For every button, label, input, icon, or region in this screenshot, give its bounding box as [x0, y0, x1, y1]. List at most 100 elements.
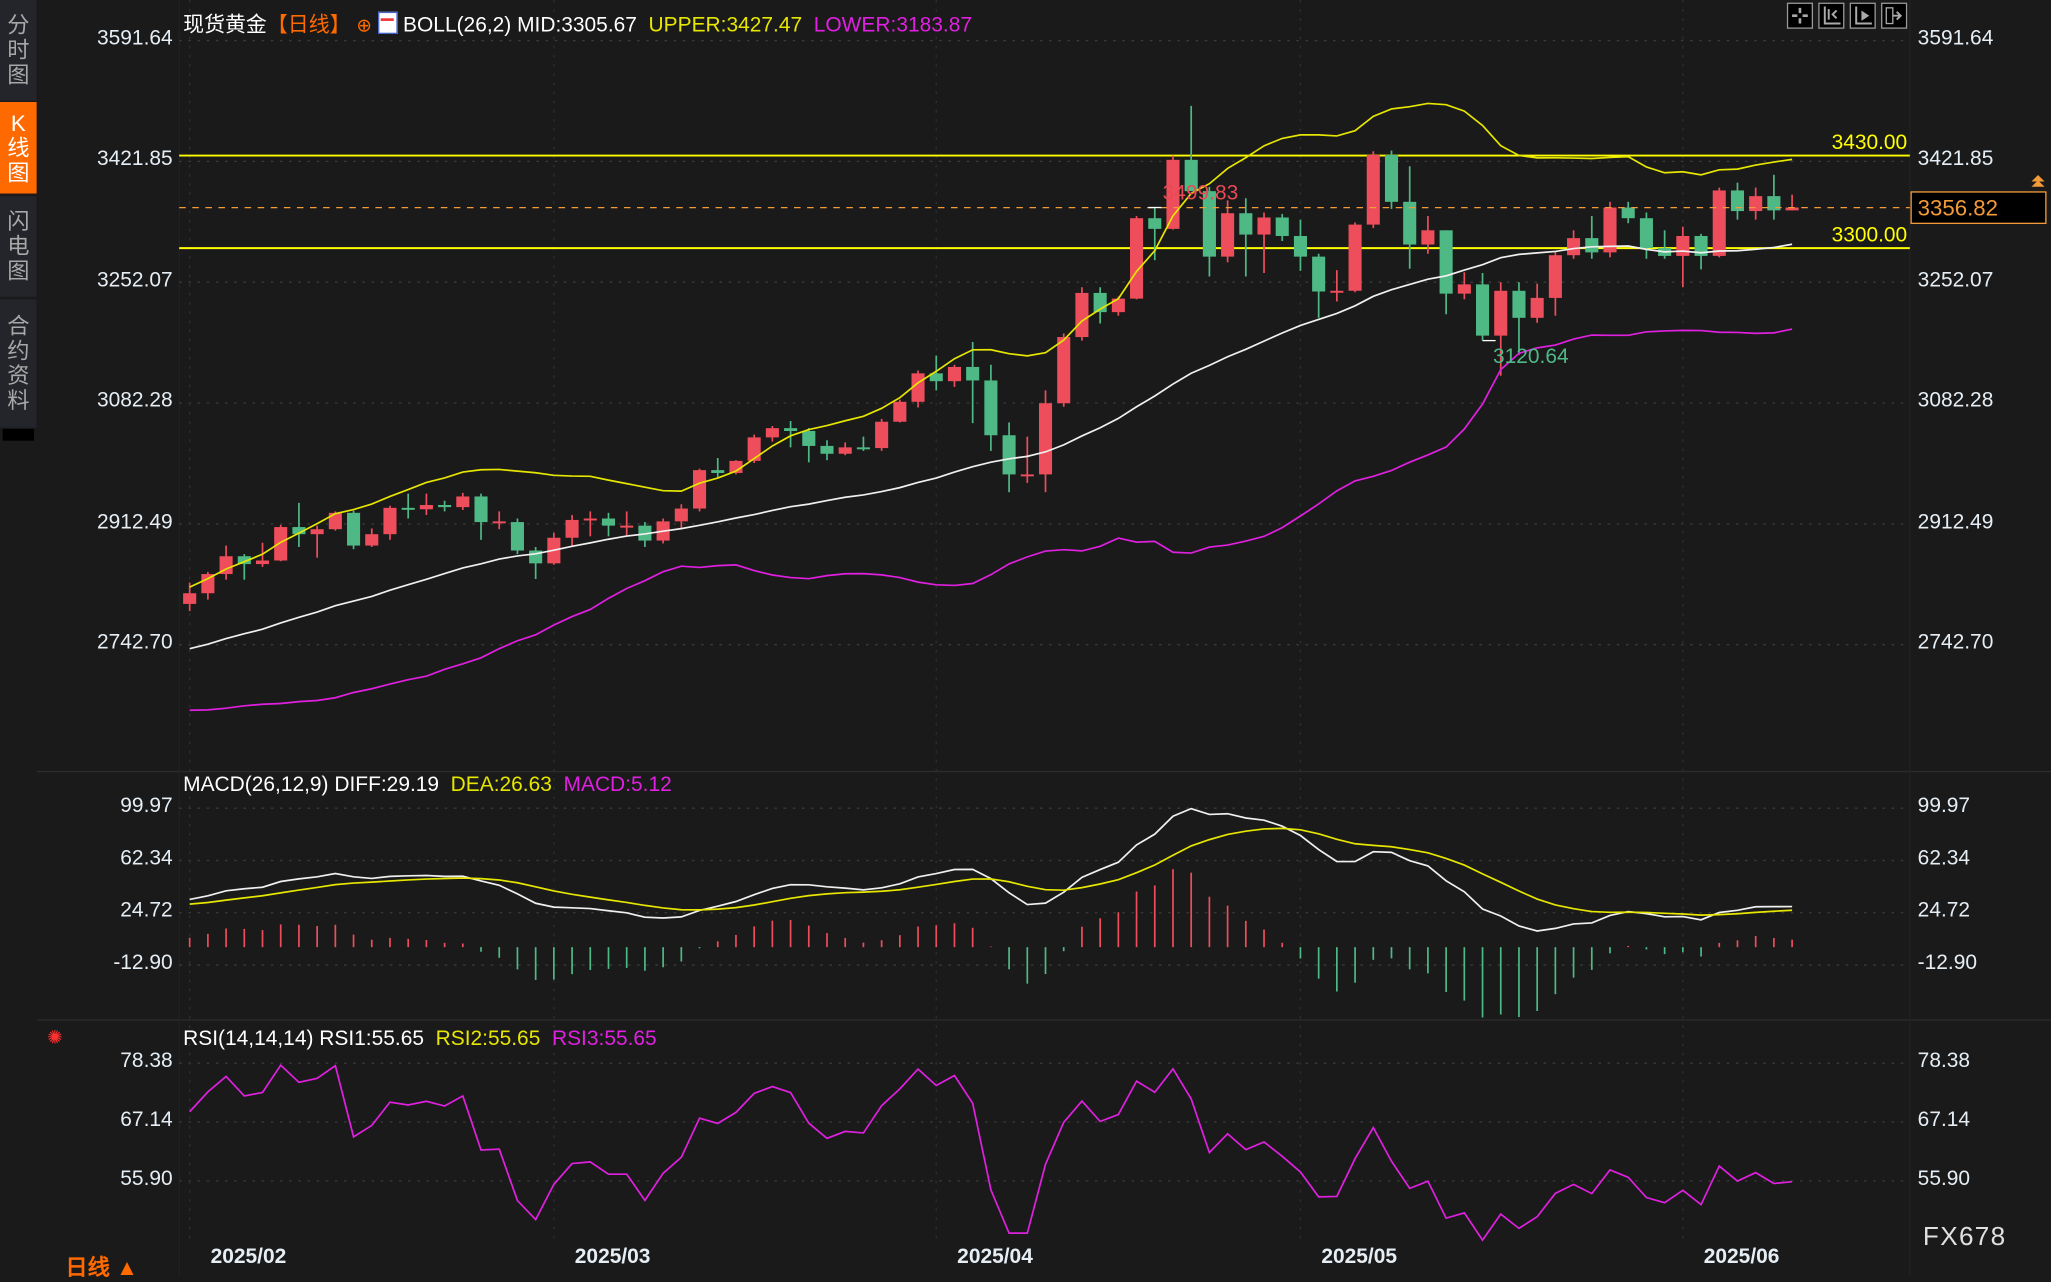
candle-body: [747, 437, 761, 461]
candle-body: [875, 421, 889, 449]
candle-body: [401, 507, 415, 510]
macd-dea-line: [189, 827, 1793, 916]
price-level-label: 3430.00: [1832, 131, 1908, 154]
date-axis-label: 2025/06: [1703, 1246, 1780, 1269]
rsi-name: RSI(14,14,14): [183, 1027, 314, 1051]
candle-body: [1257, 217, 1271, 235]
price-tick-left: 3591.64: [97, 27, 173, 50]
price-tick-right: 3082.28: [1917, 389, 1994, 413]
candle-body: [1603, 207, 1617, 253]
indicator-chart-glyph: [380, 18, 394, 27]
candle-body: [583, 518, 597, 521]
scroll-right-icon[interactable]: [1881, 2, 1908, 29]
candle-body: [1312, 256, 1326, 292]
candle-body: [1148, 218, 1162, 229]
period-selector[interactable]: 日线 ▲: [65, 1255, 139, 1281]
rsi2-value: RSI2:55.65: [435, 1027, 541, 1051]
current-price-box: [1910, 191, 2047, 224]
candle-body: [1676, 235, 1690, 256]
macd-value: MACD:5.12: [563, 774, 672, 797]
tab-flash-chart[interactable]: 闪电图: [0, 196, 37, 297]
candle-body: [620, 525, 634, 528]
tab-label: 合约资料: [7, 313, 30, 414]
macd-name: MACD(26,12,9): [183, 774, 329, 797]
crosshair-icon[interactable]: [1786, 2, 1814, 29]
candle-body: [201, 574, 215, 594]
sidebar-spacer: [2, 428, 35, 441]
price-tick-right: 3252.07: [1917, 269, 1994, 292]
boll-lower-line: [189, 328, 1793, 712]
tab-label: 分时图: [7, 13, 30, 88]
price-up-arrow-icon: [2031, 174, 2045, 187]
candle-body: [966, 366, 980, 381]
rsi-header: RSI(14,14,14) RSI1:55.65 RSI2:55.65 RSI3…: [183, 1028, 657, 1052]
candle-body: [1785, 207, 1799, 211]
candle-body: [1330, 290, 1344, 293]
macd-tick-right: 62.34: [1917, 847, 1971, 870]
candle-body: [893, 401, 907, 422]
candle-body: [1749, 196, 1763, 212]
candle-body: [1239, 213, 1253, 235]
candle-body: [1184, 159, 1198, 192]
date-axis-label: 2025/02: [210, 1246, 287, 1269]
macd-tick-left: 24.72: [120, 899, 173, 922]
macd-tick-left: -12.90: [113, 952, 173, 975]
price-tick-left: 3252.07: [97, 269, 173, 292]
boll-lower: LOWER:3183.87: [813, 14, 972, 37]
boll-mid: MID:3305.67: [517, 14, 637, 37]
macd-dea: DEA:26.63: [450, 774, 552, 797]
period-label[interactable]: 【日线】: [266, 14, 351, 37]
macd-tick-right: 99.97: [1917, 795, 1971, 818]
boll-upper: UPPER:3427.47: [648, 14, 803, 37]
date-axis-label: 2025/05: [1321, 1246, 1398, 1269]
boll-name: BOLL(26,2): [403, 14, 512, 37]
main-header: 现货黄金【日线】 ⊕ BOLL(26,2) MID:3305.67 UPPER:…: [183, 7, 972, 38]
date-axis-label: 2025/04: [957, 1246, 1033, 1269]
low-price-label: 3120.64: [1493, 345, 1569, 368]
candle-body: [1275, 217, 1289, 236]
candle-body: [1057, 337, 1071, 404]
rsi-tick-right: 55.90: [1917, 1167, 1971, 1191]
zoom-out-icon[interactable]: [1849, 2, 1876, 29]
rsi3-value: RSI3:55.65: [551, 1027, 657, 1051]
price-tick-left: 3421.85: [97, 148, 173, 171]
tab-contract-info[interactable]: 合约资料: [0, 299, 37, 428]
candle-body: [365, 534, 379, 546]
boll-mid-line: [189, 243, 1793, 650]
candle-body: [1439, 230, 1453, 294]
price-level-label: 3300.00: [1832, 224, 1908, 247]
price-tick-left: 2912.49: [97, 510, 173, 534]
candle-body: [929, 373, 943, 382]
rsi-line: [189, 1063, 1793, 1242]
candle-body: [310, 529, 324, 535]
candle-body: [255, 560, 270, 565]
candle-body: [1384, 154, 1399, 202]
candle-body: [1293, 235, 1307, 257]
candle-body: [456, 496, 470, 508]
watermark-logo: FX678: [1922, 1222, 2007, 1252]
indicator-chart-icon[interactable]: [377, 11, 398, 35]
candle-body: [802, 430, 816, 446]
candle-body: [1130, 218, 1144, 299]
candle-body: [1548, 255, 1562, 298]
candle-body: [510, 522, 524, 551]
candle-body: [784, 428, 798, 431]
candle-body: [1020, 474, 1034, 477]
settings-circle-icon[interactable]: ⊕: [356, 14, 372, 36]
sun-icon[interactable]: ✺: [47, 1026, 63, 1048]
tab-time-chart[interactable]: 分时图: [0, 0, 37, 101]
price-tick-left: 2742.70: [97, 631, 173, 654]
candle-body: [1639, 218, 1653, 249]
zoom-in-icon[interactable]: [1818, 2, 1845, 29]
candle-body: [565, 519, 579, 538]
candle-body: [274, 527, 288, 561]
candle-body: [1730, 190, 1745, 212]
candle-body: [492, 521, 506, 524]
candle-body: [729, 460, 743, 473]
candle-body: [1767, 196, 1781, 211]
candle-body: [1421, 230, 1435, 245]
